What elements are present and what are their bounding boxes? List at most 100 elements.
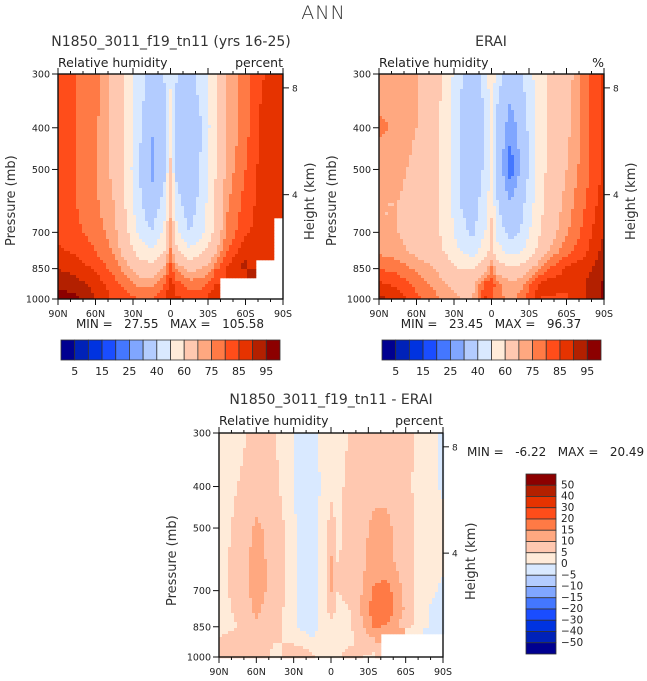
contour-cell (79, 146, 83, 150)
contour-cell (250, 230, 254, 234)
contour-cell (148, 152, 152, 156)
contour-cell (151, 158, 155, 162)
contour-cell (109, 266, 113, 270)
contour-cell (208, 167, 212, 171)
contour-cell (196, 86, 200, 90)
contour-cell (250, 92, 254, 96)
contour-cell (124, 254, 128, 258)
contour-cell (106, 182, 110, 186)
contour-cell (160, 224, 164, 228)
contour-cell (112, 245, 116, 249)
contour-cell (232, 200, 236, 204)
contour-cell (250, 209, 254, 213)
contour-cell (250, 260, 254, 264)
contour-cell (268, 86, 272, 90)
contour-cell (79, 263, 83, 267)
contour-cell (136, 161, 140, 165)
contour-cell (265, 215, 269, 219)
contour-cell (175, 149, 179, 153)
contour-cell (205, 152, 209, 156)
contour-cell (247, 134, 251, 138)
contour-cell (130, 209, 134, 213)
contour-cell (103, 200, 107, 204)
contour-cell (178, 149, 182, 153)
contour-cell (106, 158, 110, 162)
contour-cell (61, 248, 65, 252)
contour-cell (184, 137, 188, 141)
contour-cell (85, 161, 89, 165)
contour-cell (67, 209, 71, 213)
contour-cell (94, 203, 98, 207)
contour-cell (136, 185, 140, 189)
contour-cell (133, 176, 137, 180)
contour-cell (94, 104, 98, 108)
contour-cell (76, 209, 80, 213)
contour-cell (142, 185, 146, 189)
contour-cell (256, 152, 260, 156)
contour-cell (262, 122, 266, 126)
contour-cell (94, 269, 98, 273)
contour-cell (247, 206, 251, 210)
contour-cell (121, 164, 125, 168)
contour-cell (163, 212, 167, 216)
contour-cell (199, 131, 203, 135)
contour-cell (151, 218, 155, 222)
contour-cell (211, 152, 215, 156)
contour-cell (229, 89, 233, 93)
contour-cell (85, 200, 89, 204)
contour-cell (241, 125, 245, 129)
contour-cell (232, 155, 236, 159)
contour-cell (223, 116, 227, 120)
contour-cell (241, 140, 245, 144)
contour-cell (109, 254, 113, 258)
contour-cell (277, 128, 281, 132)
contour-cell (151, 74, 155, 78)
contour-cell (58, 80, 62, 84)
contour-cell (154, 188, 158, 192)
contour-cell (130, 197, 134, 201)
contour-cell (91, 152, 95, 156)
contour-cell (139, 164, 143, 168)
contour-cell (259, 152, 263, 156)
contour-cell (139, 191, 143, 195)
contour-cell (205, 116, 209, 120)
contour-cell (166, 149, 170, 153)
contour-cell (178, 182, 182, 186)
contour-cell (199, 251, 203, 255)
contour-cell (202, 197, 206, 201)
contour-cell (100, 140, 104, 144)
contour-cell (76, 80, 80, 84)
contour-cell (265, 164, 269, 168)
contour-cell (124, 275, 128, 279)
contour-cell (67, 80, 71, 84)
contour-cell (157, 161, 161, 165)
contour-cell (211, 212, 215, 216)
contour-cell (187, 269, 191, 273)
contour-cell (64, 263, 68, 267)
contour-cell (199, 245, 203, 249)
contour-cell (262, 92, 266, 96)
contour-cell (178, 125, 182, 129)
contour-cell (79, 101, 83, 105)
contour-cell (67, 221, 71, 225)
contour-cell (136, 125, 140, 129)
contour-cell (268, 119, 272, 123)
contour-cell (70, 113, 74, 117)
contour-cell (91, 170, 95, 174)
contour-cell (139, 239, 143, 243)
contour-cell (85, 137, 89, 141)
contour-cell (139, 233, 143, 237)
contour-cell (256, 86, 260, 90)
contour-cell (217, 104, 221, 108)
contour-cell (103, 167, 107, 171)
contour-cell (133, 146, 137, 150)
contour-cell (151, 119, 155, 123)
contour-cell (100, 200, 104, 204)
contour-cell (229, 134, 233, 138)
contour-cell (130, 167, 134, 171)
contour-cell (205, 77, 209, 81)
contour-cell (268, 131, 272, 135)
contour-cell (202, 248, 206, 252)
contour-cell (208, 173, 212, 177)
contour-cell (79, 95, 83, 99)
